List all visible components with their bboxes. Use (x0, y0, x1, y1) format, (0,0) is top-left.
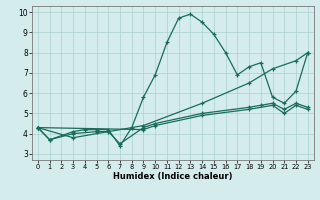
X-axis label: Humidex (Indice chaleur): Humidex (Indice chaleur) (113, 172, 233, 181)
